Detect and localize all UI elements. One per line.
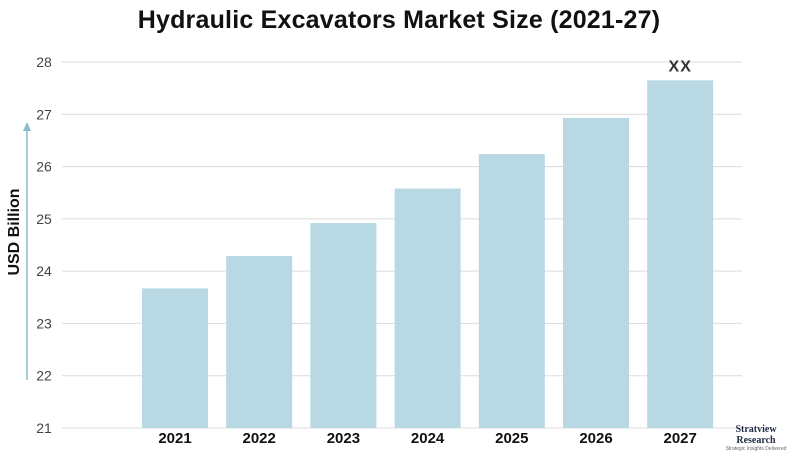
bar-2021 [142, 288, 208, 428]
bar-2025 [478, 154, 545, 428]
x-tick-label: 2027 [664, 430, 697, 447]
x-tick-label: 2025 [495, 430, 528, 447]
y-tick-label: 27 [36, 106, 52, 122]
y-tick-label: 21 [36, 420, 52, 436]
y-tick-label: 23 [36, 315, 52, 331]
bar-2024 [394, 188, 461, 428]
stratview-logo: Stratview Research Strategic Insights De… [724, 424, 788, 452]
x-tick-label: 2023 [327, 430, 360, 447]
bar-2022 [226, 255, 293, 428]
x-tick-label: 2022 [243, 430, 276, 447]
y-tick-label: 25 [36, 211, 52, 227]
x-tick-label: 2026 [579, 430, 612, 447]
label-layer: 21 22 23 24 25 26 27 28 USD Billion 2021 2022 2023 2… [6, 54, 697, 447]
y-tick-label: 26 [36, 159, 52, 175]
y-tick-label: 28 [36, 54, 52, 70]
x-tick-label: 2024 [411, 430, 445, 447]
logo-tagline: Strategic Insights Delivered [725, 446, 787, 452]
bar-2023 [310, 223, 377, 428]
x-tick-label: 2021 [158, 430, 191, 447]
y-axis-label: USD Billion [6, 188, 23, 275]
y-axis-arrow-head [23, 122, 31, 131]
logo-line2: Research [736, 435, 776, 446]
chart-title: Hydraulic Excavators Market Size (2021-2… [137, 6, 661, 34]
logo-line1: Stratview [735, 424, 777, 435]
y-tick-label: 22 [36, 368, 52, 384]
y-tick-label: 24 [36, 263, 52, 279]
bar-2027 [647, 80, 714, 429]
bar-annotation: XX [669, 58, 692, 75]
grid-layer [23, 61, 742, 429]
bar-layer [142, 80, 714, 429]
bar-2026 [563, 117, 629, 429]
